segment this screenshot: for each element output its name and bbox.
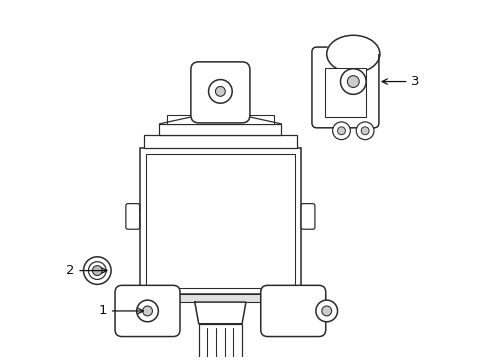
Circle shape — [209, 80, 232, 103]
Circle shape — [356, 122, 374, 140]
Circle shape — [89, 262, 106, 279]
Circle shape — [361, 127, 369, 135]
Circle shape — [338, 127, 345, 135]
FancyBboxPatch shape — [301, 204, 315, 229]
Circle shape — [137, 300, 158, 322]
Circle shape — [93, 266, 102, 275]
FancyBboxPatch shape — [199, 358, 242, 360]
Circle shape — [341, 69, 366, 94]
FancyBboxPatch shape — [261, 285, 326, 337]
Circle shape — [347, 76, 359, 87]
Circle shape — [333, 122, 350, 140]
Bar — [140, 148, 301, 294]
Text: 2: 2 — [66, 264, 107, 277]
Bar — [144, 294, 297, 302]
Bar — [146, 154, 295, 288]
Circle shape — [322, 306, 332, 316]
Bar — [159, 124, 281, 135]
FancyBboxPatch shape — [126, 204, 140, 229]
Text: 3: 3 — [382, 75, 420, 88]
Bar — [144, 135, 297, 148]
Bar — [199, 324, 242, 360]
Circle shape — [216, 86, 225, 96]
Text: 1: 1 — [98, 305, 144, 318]
FancyBboxPatch shape — [312, 47, 379, 128]
Polygon shape — [195, 302, 246, 324]
Bar — [167, 115, 273, 124]
Bar — [325, 68, 366, 117]
FancyBboxPatch shape — [115, 285, 180, 337]
Wedge shape — [327, 27, 380, 54]
FancyBboxPatch shape — [191, 62, 250, 123]
Circle shape — [83, 257, 111, 284]
Circle shape — [143, 306, 152, 316]
Circle shape — [316, 300, 338, 322]
